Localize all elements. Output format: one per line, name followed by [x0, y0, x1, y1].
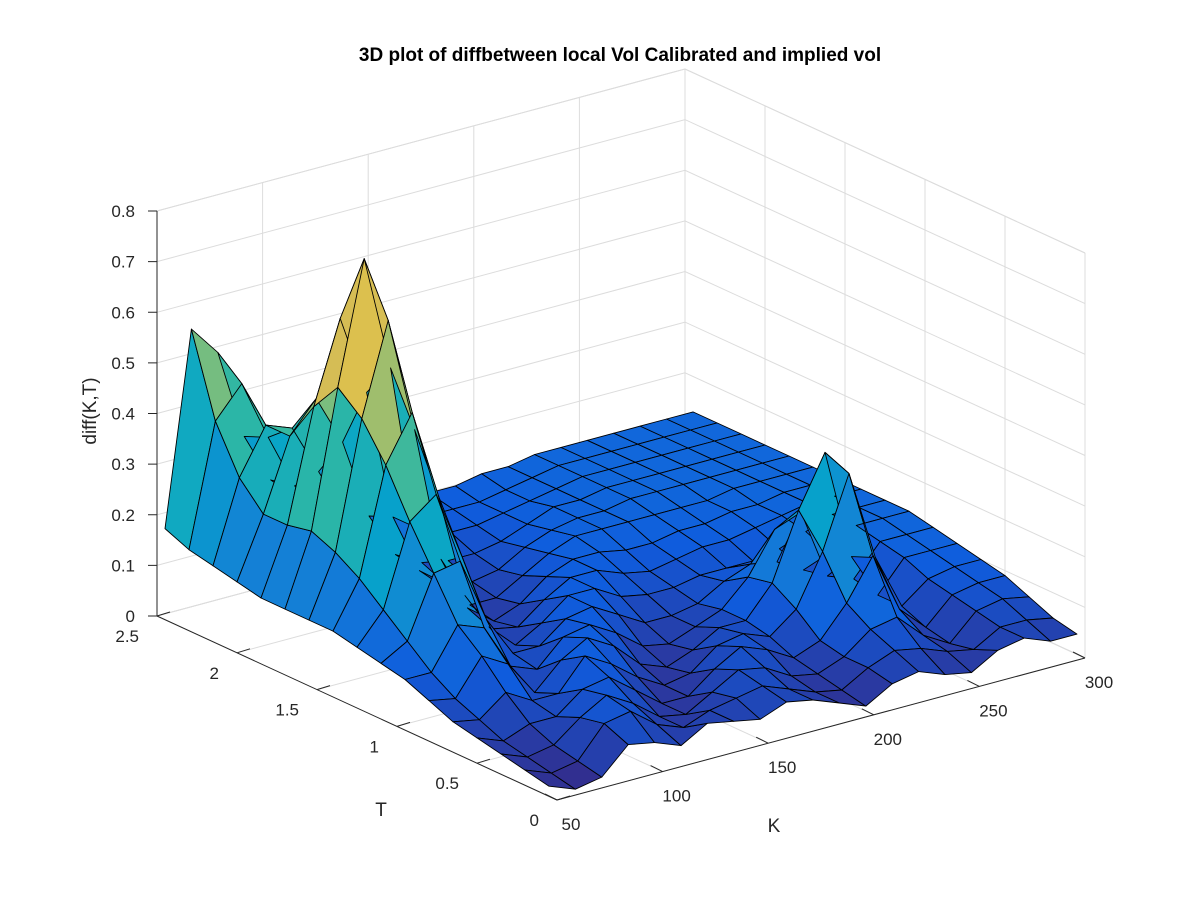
y-tick	[396, 721, 411, 727]
y-tick	[156, 611, 171, 617]
grid-line	[156, 68, 1086, 254]
z-axis-label: diff(K,T)	[80, 377, 101, 444]
x-tick-label: 200	[874, 730, 902, 749]
x-tick-label: 150	[768, 758, 796, 777]
tick-labels: 5010015020025030000.511.522.500.10.20.30…	[111, 202, 1113, 834]
z-tick-label: 0.6	[111, 303, 135, 322]
y-tick-label: 1	[370, 737, 379, 756]
grid-line	[156, 220, 1086, 406]
x-tick-label: 300	[1085, 673, 1113, 692]
y-tick	[476, 758, 491, 764]
z-tick-label: 0	[126, 607, 135, 626]
axes	[148, 210, 1086, 801]
surface-mesh	[164, 258, 1078, 790]
x-tick-label: 50	[562, 815, 581, 834]
y-tick-label: 2.5	[115, 627, 139, 646]
box-edge	[684, 68, 1086, 254]
y-tick	[556, 795, 571, 801]
x-axis-label: K	[768, 816, 781, 837]
x-tick	[650, 765, 663, 773]
y-axis-line	[156, 615, 558, 801]
chart-title: 3D plot of diffbetween local Vol Calibra…	[359, 45, 881, 66]
x-tick	[1072, 651, 1086, 659]
z-tick-label: 0.8	[111, 202, 135, 221]
y-tick-label: 0	[530, 811, 539, 830]
z-tick-label: 0.2	[111, 506, 135, 525]
y-tick	[316, 685, 331, 691]
z-tick-label: 0.5	[111, 354, 135, 373]
y-axis-label: T	[375, 800, 387, 821]
grid-line	[156, 169, 1086, 355]
y-tick-label: 0.5	[435, 774, 459, 793]
x-tick-label: 250	[979, 701, 1007, 720]
z-tick-label: 0.1	[111, 556, 135, 575]
y-tick-label: 1.5	[275, 701, 299, 720]
y-tick-label: 2	[210, 664, 219, 683]
x-tick	[755, 736, 769, 744]
x-axis-line	[556, 657, 1086, 801]
grid-line	[156, 119, 1086, 305]
x-tick	[967, 679, 980, 687]
z-tick-label: 0.7	[111, 253, 135, 272]
x-tick-label: 100	[662, 787, 690, 806]
z-tick-label: 0.4	[111, 405, 135, 424]
surface-face	[1026, 617, 1078, 642]
y-tick	[236, 648, 251, 654]
z-tick-label: 0.3	[111, 455, 135, 474]
x-tick	[861, 708, 875, 716]
box-edge	[156, 68, 686, 212]
